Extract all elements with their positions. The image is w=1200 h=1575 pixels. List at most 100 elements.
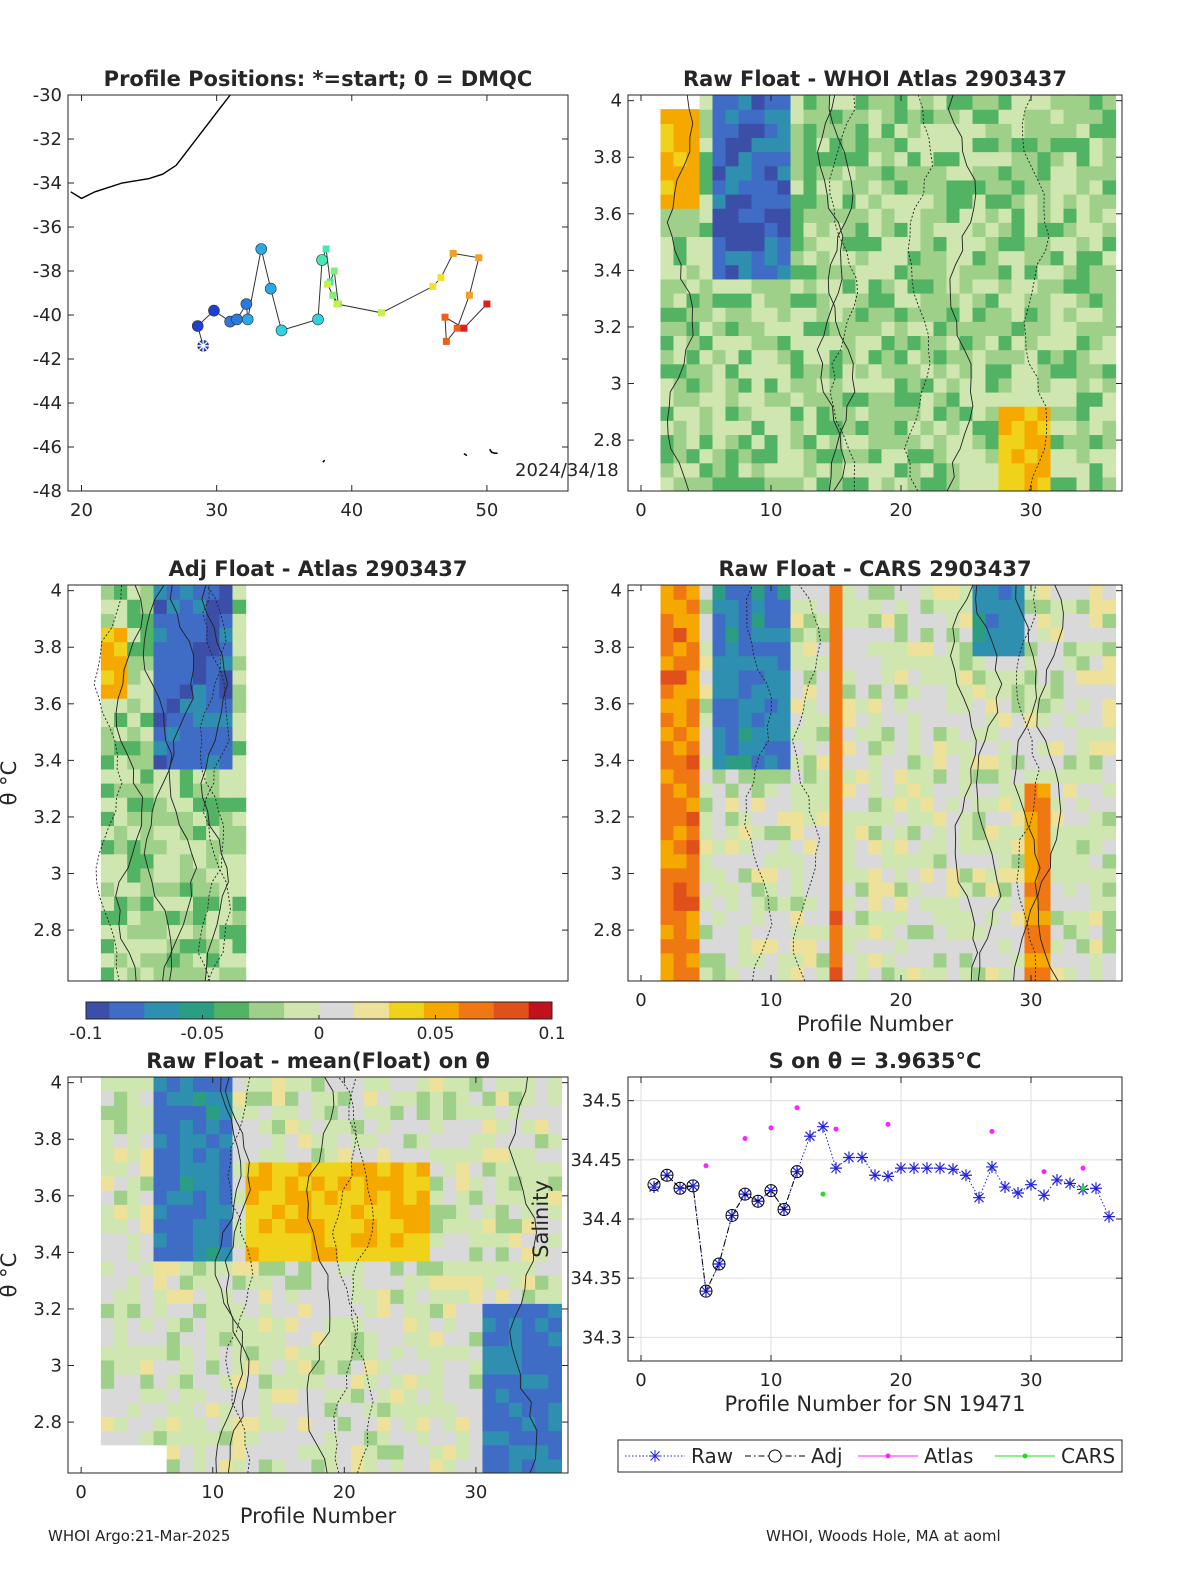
heatmap-cell (258, 1105, 273, 1121)
heatmap-cell (738, 952, 753, 968)
heatmap-cell (285, 1402, 299, 1418)
heatmap-cell (699, 137, 714, 153)
heatmap-cell (699, 208, 714, 223)
heatmap-cell (699, 585, 714, 586)
heatmap-cell (907, 853, 922, 869)
heatmap-cell (725, 462, 740, 478)
heatmap-cell (751, 655, 766, 671)
heatmap-cell (219, 938, 234, 954)
heatmap-cell (193, 712, 207, 728)
heatmap-cell (816, 250, 831, 266)
heatmap-cell (777, 307, 792, 322)
heatmap-cell (469, 1260, 484, 1276)
heatmap-cell (193, 1260, 207, 1276)
heatmap-cell (521, 1289, 536, 1304)
heatmap-cell (350, 1190, 365, 1205)
heatmap-cell (790, 448, 805, 464)
heatmap-cell (855, 321, 870, 337)
heatmap-cell (232, 641, 247, 657)
x-tick-label: 40 (340, 500, 363, 521)
heatmap-cell (790, 641, 805, 657)
heatmap-cell (193, 839, 207, 855)
heatmap-cell (1011, 712, 1026, 728)
heatmap-cell (1011, 250, 1026, 266)
heatmap-cell (829, 264, 844, 280)
heatmap-cell (271, 1204, 286, 1220)
heatmap-cell (751, 476, 766, 491)
heatmap-cell (790, 236, 805, 252)
heatmap-cell (114, 853, 128, 869)
heatmap-cell (777, 236, 792, 252)
heatmap-cell (429, 1147, 444, 1163)
heatmap-cell (985, 462, 1000, 478)
heatmap-cell (1037, 768, 1052, 784)
heatmap-cell (508, 1190, 523, 1205)
heatmap-cell (456, 1119, 470, 1135)
profile-marker (465, 291, 473, 299)
heatmap-cell (377, 1359, 391, 1375)
heatmap-cell (1063, 406, 1078, 421)
heatmap-cell (660, 406, 675, 421)
heatmap-cell (764, 768, 779, 784)
heatmap-cell (946, 208, 961, 223)
heatmap-cell (206, 585, 220, 600)
heatmap-cell (777, 698, 792, 713)
heatmap-cell (712, 377, 727, 393)
heatmap-cell (686, 363, 701, 379)
heatmap-cell (725, 179, 740, 195)
heatmap-cell (1076, 434, 1091, 450)
heatmap-cell (443, 1345, 457, 1361)
heatmap-cell (920, 952, 935, 968)
y-tick-label: 3 (51, 1356, 62, 1377)
heatmap-cell (660, 264, 675, 280)
heatmap-cell (114, 585, 128, 600)
heatmap-cell (660, 924, 675, 940)
heatmap-cell (1011, 627, 1026, 643)
heatmap-cell (712, 278, 727, 294)
heatmap-cell (777, 434, 792, 450)
heatmap-cell (907, 924, 922, 940)
heatmap-cell (232, 825, 247, 841)
y-tick-label: 34.45 (570, 1150, 622, 1171)
heatmap-cell (258, 1119, 273, 1135)
heatmap-cell (337, 1147, 352, 1163)
heatmap-cell (140, 867, 155, 883)
heatmap-cell (377, 1176, 391, 1191)
heatmap-cell (894, 377, 909, 393)
y-tick-label: 3.8 (593, 637, 622, 658)
heatmap-cell (946, 137, 961, 153)
heatmap-cell (219, 1331, 234, 1347)
heatmap-cell (232, 1218, 247, 1234)
heatmap-cell (179, 867, 194, 883)
heatmap-cell (751, 392, 766, 407)
heatmap-cell (790, 825, 805, 841)
heatmap-cell (1102, 335, 1117, 351)
heatmap-cell (764, 236, 779, 252)
heatmap-cell (699, 768, 714, 784)
heatmap-cell (377, 1458, 391, 1473)
heatmap-cell (1089, 109, 1104, 124)
heatmap-cell (298, 1260, 313, 1276)
heatmap-cell (1024, 867, 1039, 883)
heatmap-cell (673, 910, 688, 926)
heatmap-cell (738, 655, 753, 671)
heatmap-cell (738, 406, 753, 421)
heatmap-cell (790, 882, 805, 897)
heatmap-cell (456, 1161, 470, 1177)
heatmap-cell (868, 754, 883, 770)
heatmap-cell (881, 420, 896, 436)
heatmap-cell (403, 1303, 418, 1319)
heatmap-cell (258, 1416, 273, 1432)
heatmap-cell (699, 420, 714, 436)
heatmap-cell (972, 434, 987, 450)
heatmap-cell (998, 349, 1013, 365)
heatmap-cell (972, 137, 987, 153)
heatmap-cell (1089, 377, 1104, 393)
heatmap-cell (548, 1374, 563, 1389)
heatmap-cell (959, 825, 974, 841)
heatmap-cell (777, 250, 792, 266)
heatmap-cell (699, 698, 714, 713)
heatmap-cell (751, 278, 766, 294)
heatmap-cell (1024, 462, 1039, 478)
legend-label: Adj (811, 1444, 843, 1468)
